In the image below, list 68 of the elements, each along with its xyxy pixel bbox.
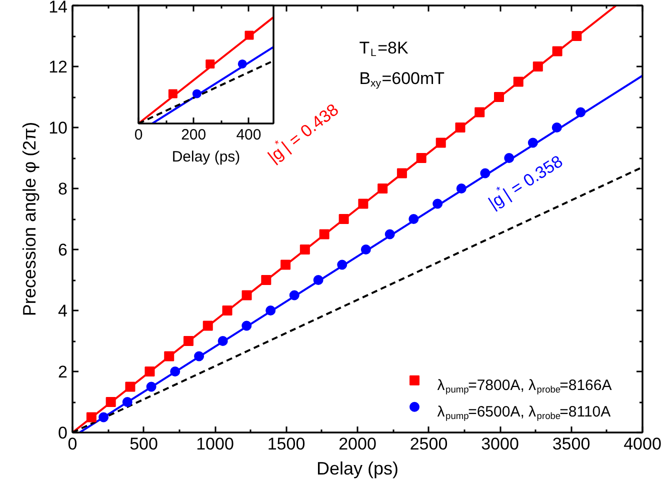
point: [202, 320, 213, 331]
point: [358, 198, 368, 209]
point: [436, 138, 446, 148]
point: [319, 229, 330, 240]
point: [164, 351, 174, 362]
x-tick-label: 200: [181, 126, 206, 144]
point: [532, 62, 543, 72]
y-tick-label: 14: [48, 0, 68, 16]
point: [222, 306, 232, 316]
point: [300, 244, 310, 254]
point: [242, 320, 252, 331]
point: [338, 214, 349, 224]
point: [378, 184, 388, 194]
x-tick-label: 400: [236, 126, 262, 144]
point: [432, 198, 443, 209]
point: [122, 397, 132, 407]
x-tick-label: 2500: [410, 434, 448, 454]
y-tick-label: 6: [58, 240, 68, 260]
point: [261, 275, 272, 285]
y-tick-label: 10: [48, 118, 68, 138]
x-tick-label: 4000: [624, 434, 662, 454]
y-axis-title: Precession angle φ (2π): [20, 122, 40, 316]
x-axis-title: Delay (ps): [172, 148, 240, 166]
point: [513, 76, 524, 87]
point: [242, 290, 252, 300]
point: [125, 382, 136, 392]
point: [528, 138, 538, 148]
point: [455, 122, 466, 132]
point: [552, 46, 562, 56]
point: [572, 31, 582, 41]
point: [266, 306, 276, 316]
x-tick-label: 500: [130, 434, 158, 454]
x-tick-label: 1000: [196, 434, 234, 454]
point: [480, 168, 490, 178]
point: [86, 412, 96, 422]
point: [106, 397, 116, 407]
y-tick-label: 2: [58, 362, 68, 382]
point: [280, 260, 291, 270]
x-tick-label: 3000: [481, 434, 519, 454]
y-tick-label: 8: [58, 180, 68, 198]
point: [183, 336, 194, 346]
point: [474, 107, 485, 118]
point: [360, 244, 371, 254]
y-tick-label: 4: [58, 302, 68, 320]
x-tick-label: 0: [134, 126, 143, 144]
point: [576, 107, 586, 118]
point: [396, 168, 407, 178]
point: [384, 229, 395, 240]
point: [408, 214, 419, 224]
point: [416, 153, 426, 163]
x-tick-label: 1500: [267, 434, 306, 454]
point: [313, 275, 324, 285]
point: [218, 336, 228, 346]
x-tick-label: 3500: [552, 434, 590, 454]
point: [146, 382, 156, 392]
point: [98, 412, 109, 422]
point: [194, 351, 204, 362]
x-tick-label: 2000: [338, 434, 376, 454]
point: [337, 260, 348, 270]
point: [494, 92, 504, 102]
point: [170, 366, 180, 376]
point: [289, 290, 300, 300]
point: [456, 184, 466, 194]
y-tick-label: 12: [48, 58, 68, 76]
point: [552, 122, 562, 132]
point: [504, 153, 514, 163]
x-axis-title: Delay (ps): [316, 458, 399, 478]
point: [144, 366, 155, 376]
